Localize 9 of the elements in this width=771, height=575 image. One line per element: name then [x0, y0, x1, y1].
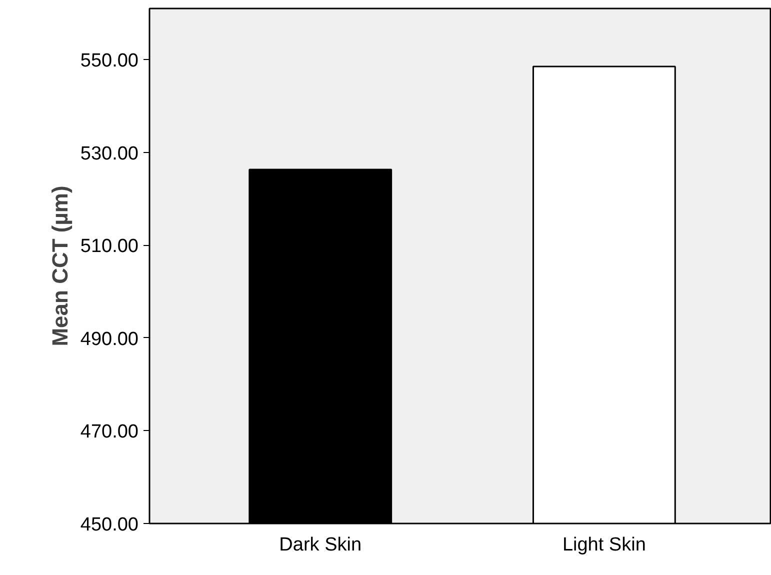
y-tick-label: 490.00	[80, 328, 139, 350]
y-tick-label: 530.00	[80, 143, 139, 164]
x-tick-label: Light Skin	[562, 534, 646, 556]
y-tick-label: 450.00	[80, 514, 139, 536]
y-tick-label: 470.00	[80, 422, 139, 443]
x-tick-label: Dark Skin	[279, 534, 362, 556]
y-tick-label: 510.00	[80, 236, 139, 258]
y-tick-label: 550.00	[80, 50, 139, 72]
y-axis-title: Mean CCT (µm)	[47, 186, 72, 346]
